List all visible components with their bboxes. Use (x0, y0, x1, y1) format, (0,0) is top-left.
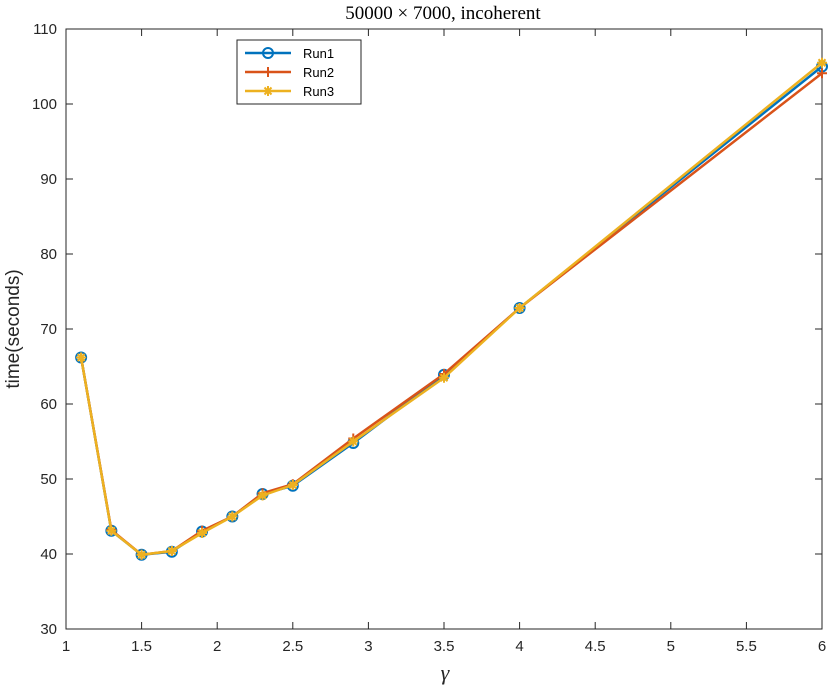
series-run3 (76, 57, 827, 560)
y-tick-label: 60 (40, 396, 57, 413)
legend: Run1 Run2 Run3 (236, 39, 362, 105)
data-point (439, 372, 449, 383)
data-point (817, 68, 827, 79)
legend-label: Run3 (303, 84, 334, 99)
data-point (227, 511, 238, 522)
x-tick-label: 1 (62, 638, 70, 655)
data-point (106, 525, 117, 536)
series-run1 (75, 60, 828, 561)
data-point (166, 546, 177, 556)
series-run2 (76, 68, 827, 560)
axes: 1 1.5 2 2.5 3 3.5 4 4.5 5 5.5 6 30 40 50 60 70 80 90 100 11… (32, 21, 826, 655)
y-tick-label: 30 (40, 621, 57, 638)
data-point (348, 436, 359, 447)
y-tick-label: 40 (40, 546, 57, 563)
legend-item: Run3 (245, 84, 334, 99)
legend-item: Run2 (245, 65, 334, 80)
data-point (514, 303, 525, 313)
series-line (79, 72, 823, 556)
series-line (79, 65, 823, 556)
data-point (257, 490, 268, 501)
y-tick-label: 50 (40, 471, 57, 488)
y-tick-label: 100 (32, 96, 57, 113)
x-tick-label: 4 (515, 638, 523, 655)
series-layer (75, 57, 828, 561)
x-tick-label: 2 (213, 638, 221, 655)
data-point (263, 86, 273, 96)
legend-label: Run1 (303, 46, 334, 61)
x-tick-label: 3 (364, 638, 372, 655)
x-tick-label: 2.5 (282, 638, 303, 655)
data-point (817, 57, 827, 68)
legend-item: Run1 (245, 46, 334, 61)
x-tick-label: 6 (818, 638, 826, 655)
x-axis-label: γ (441, 660, 451, 685)
x-tick-label: 1.5 (131, 638, 152, 655)
y-tick-label: 70 (40, 321, 57, 338)
x-tick-label: 3.5 (434, 638, 455, 655)
data-point (262, 47, 274, 59)
x-tick-label: 5 (667, 638, 675, 655)
data-point (263, 67, 273, 77)
y-tick-label: 80 (40, 246, 57, 263)
chart-title: 50000 × 7000, incoherent (345, 3, 541, 24)
y-tick-label: 90 (40, 171, 57, 188)
data-point (136, 549, 147, 560)
data-point (287, 480, 298, 490)
y-tick-label: 110 (33, 21, 57, 38)
data-point (76, 352, 87, 363)
plot-frame (65, 28, 823, 630)
x-tick-label: 5.5 (736, 638, 757, 655)
legend-label: Run2 (303, 65, 334, 80)
y-axis-label: time(seconds) (3, 269, 24, 388)
data-point (197, 528, 208, 538)
series-line (79, 61, 823, 556)
x-tick-label: 4.5 (585, 638, 606, 655)
